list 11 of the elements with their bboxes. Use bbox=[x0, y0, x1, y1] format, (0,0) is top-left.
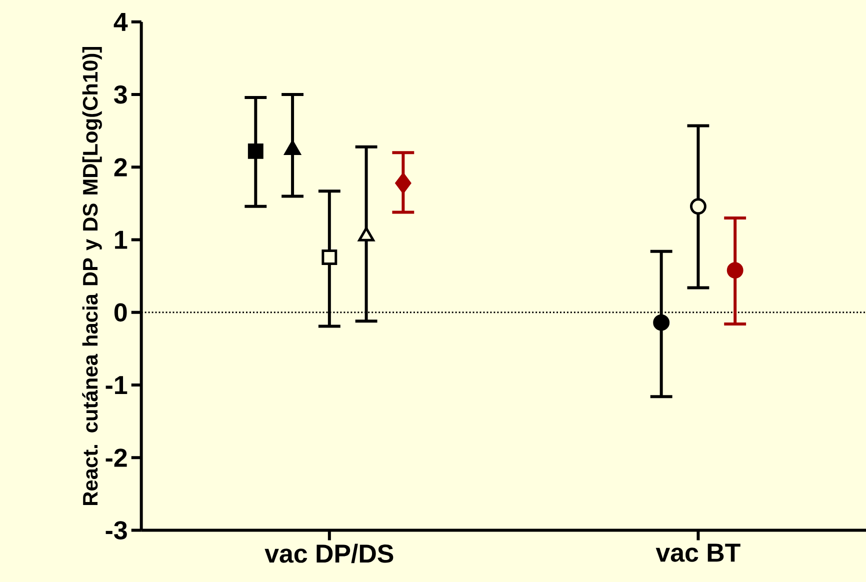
y-tick-label: 1 bbox=[115, 230, 128, 249]
y-tick-label: -2 bbox=[106, 448, 127, 467]
y-tick-label: -3 bbox=[106, 521, 127, 540]
y-tick-label: -1 bbox=[106, 376, 128, 394]
y-tick-label: 4 bbox=[114, 12, 128, 31]
x-tick-label: vac BT bbox=[656, 544, 740, 562]
y-tick-label: 0 bbox=[114, 303, 127, 322]
y-axis-title: React. cutánea hacia DP y DS MD[Log(Ch10)] bbox=[82, 46, 102, 505]
y-tick-label: 2 bbox=[114, 158, 127, 176]
y-tick-label: 3 bbox=[114, 85, 127, 104]
x-tick-label: vac DP/DS bbox=[264, 544, 394, 564]
